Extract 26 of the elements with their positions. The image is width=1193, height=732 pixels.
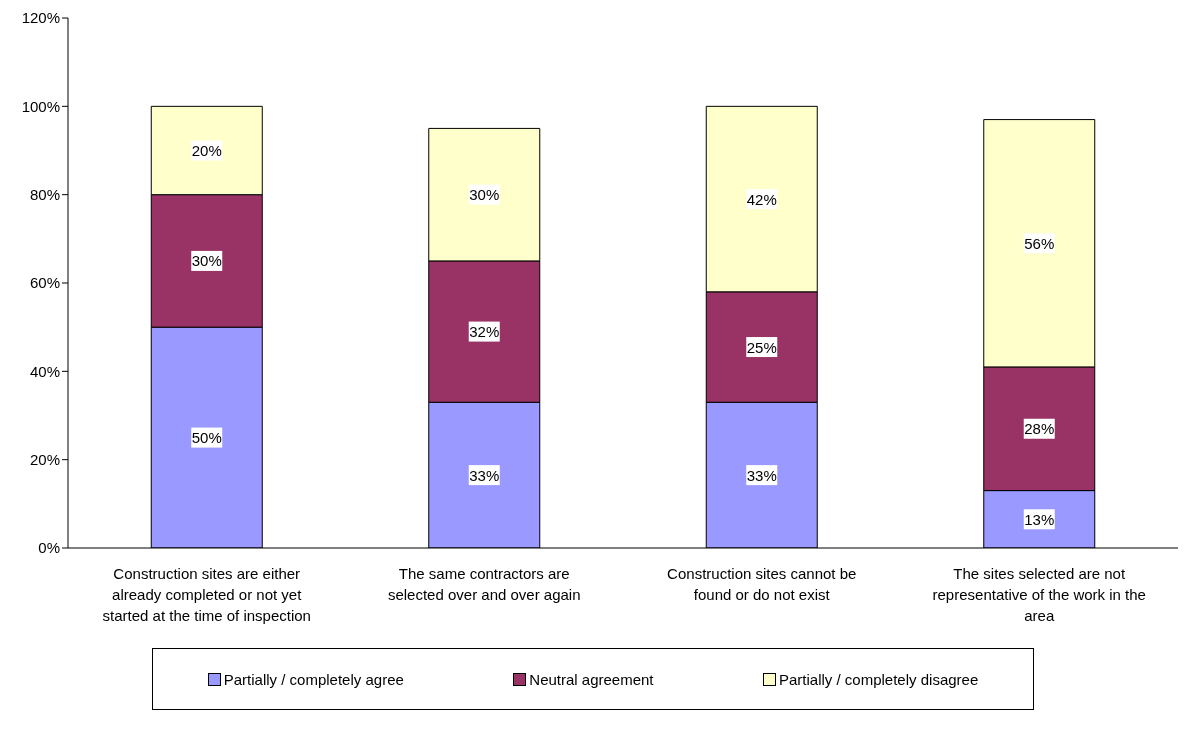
legend-label: Neutral agreement <box>528 670 654 688</box>
x-tick-label: The sites selected are not representative of the work in the area <box>932 564 1146 624</box>
y-tick-label: 80% <box>29 185 60 203</box>
y-tick-label: 60% <box>29 274 60 292</box>
data-label: 32% <box>469 323 500 341</box>
legend-label: Partially / completely disagree <box>778 670 979 688</box>
x-tick-label: Construction sites are either already completed or not yet started at the time of inspection <box>102 564 311 624</box>
y-tick-label: 100% <box>21 97 60 115</box>
data-label: 25% <box>746 338 777 356</box>
data-label: 20% <box>191 142 222 159</box>
y-tick-label: 40% <box>29 362 60 380</box>
legend-label: Partially / completely agree <box>222 670 404 688</box>
data-label: 42% <box>746 190 777 208</box>
data-label: 56% <box>1024 234 1055 252</box>
y-tick-label: 20% <box>29 450 60 468</box>
x-tick-label: The same contractors are selected over and over again <box>387 564 581 603</box>
data-label: 13% <box>1024 510 1055 528</box>
data-label: 30% <box>191 252 222 270</box>
data-label: 33% <box>469 466 500 484</box>
y-tick-label: 0% <box>38 539 60 557</box>
y-tick-label: 120% <box>21 9 60 27</box>
data-label: 28% <box>1024 420 1055 438</box>
data-label: 50% <box>191 429 222 447</box>
data-label: 33% <box>746 466 777 484</box>
data-label: 30% <box>469 186 500 204</box>
x-tick-label: Construction sites cannot be found or do not exist <box>667 564 857 603</box>
